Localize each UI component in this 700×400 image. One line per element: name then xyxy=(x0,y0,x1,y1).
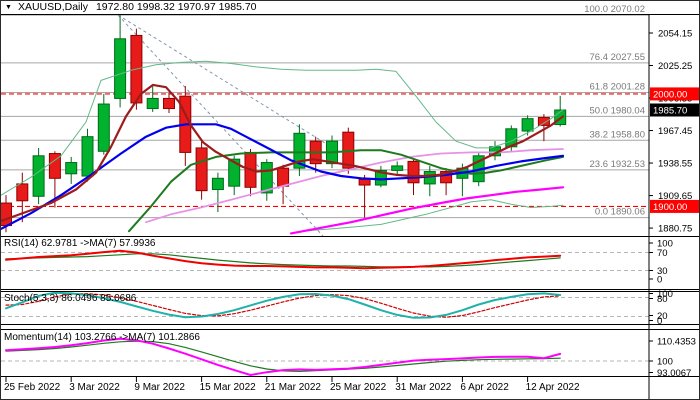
descending-trendline xyxy=(117,14,347,157)
rsi-line xyxy=(5,249,562,270)
date-label: 15 Mar 2022 xyxy=(200,382,257,393)
price-axis-label: 1967.45 xyxy=(658,126,692,137)
symbol-period-label: XAUUSD,Daily xyxy=(17,1,88,13)
price-badge-label: 1900.00 xyxy=(653,202,687,213)
candle-body xyxy=(277,167,290,187)
stochastic-scale-label: 100 xyxy=(657,289,673,300)
ohlc-values: 1972.80 1998.32 1970.97 1985.70 xyxy=(95,1,257,13)
rsi-scale-label: 100 xyxy=(657,239,673,250)
price-axis-label: 2025.25 xyxy=(658,61,692,72)
candle-body xyxy=(358,178,371,186)
price-badge-label: 2000.00 xyxy=(653,89,687,100)
ma-blue-line xyxy=(1,123,565,230)
date-label: 25 Feb 2022 xyxy=(4,382,61,393)
stochastic-scale-label: 0 xyxy=(657,316,662,327)
stochastic-scale-label: 80 xyxy=(657,294,668,305)
price-axis-label: 2054.15 xyxy=(658,29,692,40)
momentum-scale-label: 110.4353 xyxy=(657,337,696,348)
momentum-scale-label: 93.0067 xyxy=(657,368,691,379)
momentum-line xyxy=(5,337,562,376)
candle-body xyxy=(521,118,534,132)
date-label: 3 Mar 2022 xyxy=(69,382,120,393)
candle-body xyxy=(407,160,420,184)
stoch-pane-label: Stoch(5,3,3) 86.0496 85.0686 xyxy=(4,293,137,304)
rsi-scale-label: 0 xyxy=(657,275,662,286)
ma-plum-line xyxy=(145,148,564,224)
rsi-scale-label: 70 xyxy=(657,248,668,259)
candle-body xyxy=(114,38,127,99)
rsi-pane-label: RSI(14) 62.9781 ->MA(7) 57.9936 xyxy=(4,238,156,249)
candle-body xyxy=(260,162,273,194)
fib-level-label: 100.0 2070.02 xyxy=(584,4,645,15)
stochastic-scale-label: 20 xyxy=(657,311,668,322)
candle-body xyxy=(211,177,224,191)
chart-title: ▼ XAUUSD,Daily 1972.80 1998.32 1970.97 198… xyxy=(5,1,257,14)
ma-magenta-line xyxy=(289,186,565,235)
momentum-scale-label: 100 xyxy=(657,357,673,368)
band-lower-line xyxy=(300,199,564,232)
momentum-pane-label: Momentum(14) 103.2766 ->MA(7) 101.2866 xyxy=(4,332,200,343)
fib-level-label: 23.6 1932.53 xyxy=(590,159,645,170)
fib-level-label: 38.2 1958.80 xyxy=(590,129,645,140)
candle-body xyxy=(293,132,306,169)
candle-body xyxy=(440,171,453,184)
candle-body xyxy=(48,153,61,179)
price-axis-label: 1938.55 xyxy=(658,159,692,170)
candle-body xyxy=(146,97,159,110)
fib-level-label: 61.8 2001.28 xyxy=(590,81,645,92)
rsi-scale-label: 30 xyxy=(657,266,668,277)
stoch-k-line xyxy=(5,291,562,319)
chevron-down-icon[interactable]: ▼ xyxy=(5,4,12,11)
candle-body xyxy=(65,162,78,175)
candle-body xyxy=(195,147,208,192)
price-badge xyxy=(650,103,699,117)
ma-darkgreen-line xyxy=(128,149,564,233)
candle-body xyxy=(228,158,241,187)
date-label: 9 Mar 2022 xyxy=(134,382,185,393)
fib-level-label: 50.0 1980.04 xyxy=(590,105,645,116)
candle-body xyxy=(1,202,12,227)
date-label: 31 Mar 2022 xyxy=(395,382,452,393)
candle-body xyxy=(16,183,29,202)
ma-maroon-line xyxy=(1,83,565,223)
candle-body xyxy=(97,103,110,152)
stoch-d-line xyxy=(5,293,561,318)
fib-level-label: 76.4 2027.55 xyxy=(590,52,645,63)
price-badge xyxy=(650,87,699,101)
price-axis-label: 1880.75 xyxy=(658,224,692,235)
price-badge xyxy=(650,199,699,213)
rsi-ma-line xyxy=(5,253,561,268)
fib-level-label: 0.0 1890.06 xyxy=(595,207,645,218)
candle-body xyxy=(374,169,387,186)
price-badge-label: 1985.70 xyxy=(653,106,687,117)
candle-body xyxy=(163,97,175,110)
candle-body xyxy=(81,136,94,177)
date-label: 12 Apr 2022 xyxy=(526,382,580,393)
date-label: 6 Apr 2022 xyxy=(460,382,509,393)
candle-body xyxy=(537,117,550,126)
band-upper-line xyxy=(1,60,564,196)
candle-body xyxy=(32,155,45,197)
date-label: 21 Mar 2022 xyxy=(265,382,322,393)
price-axis-label: 1909.65 xyxy=(658,191,692,202)
date-label: 25 Mar 2022 xyxy=(330,382,387,393)
candle-body xyxy=(391,165,404,171)
